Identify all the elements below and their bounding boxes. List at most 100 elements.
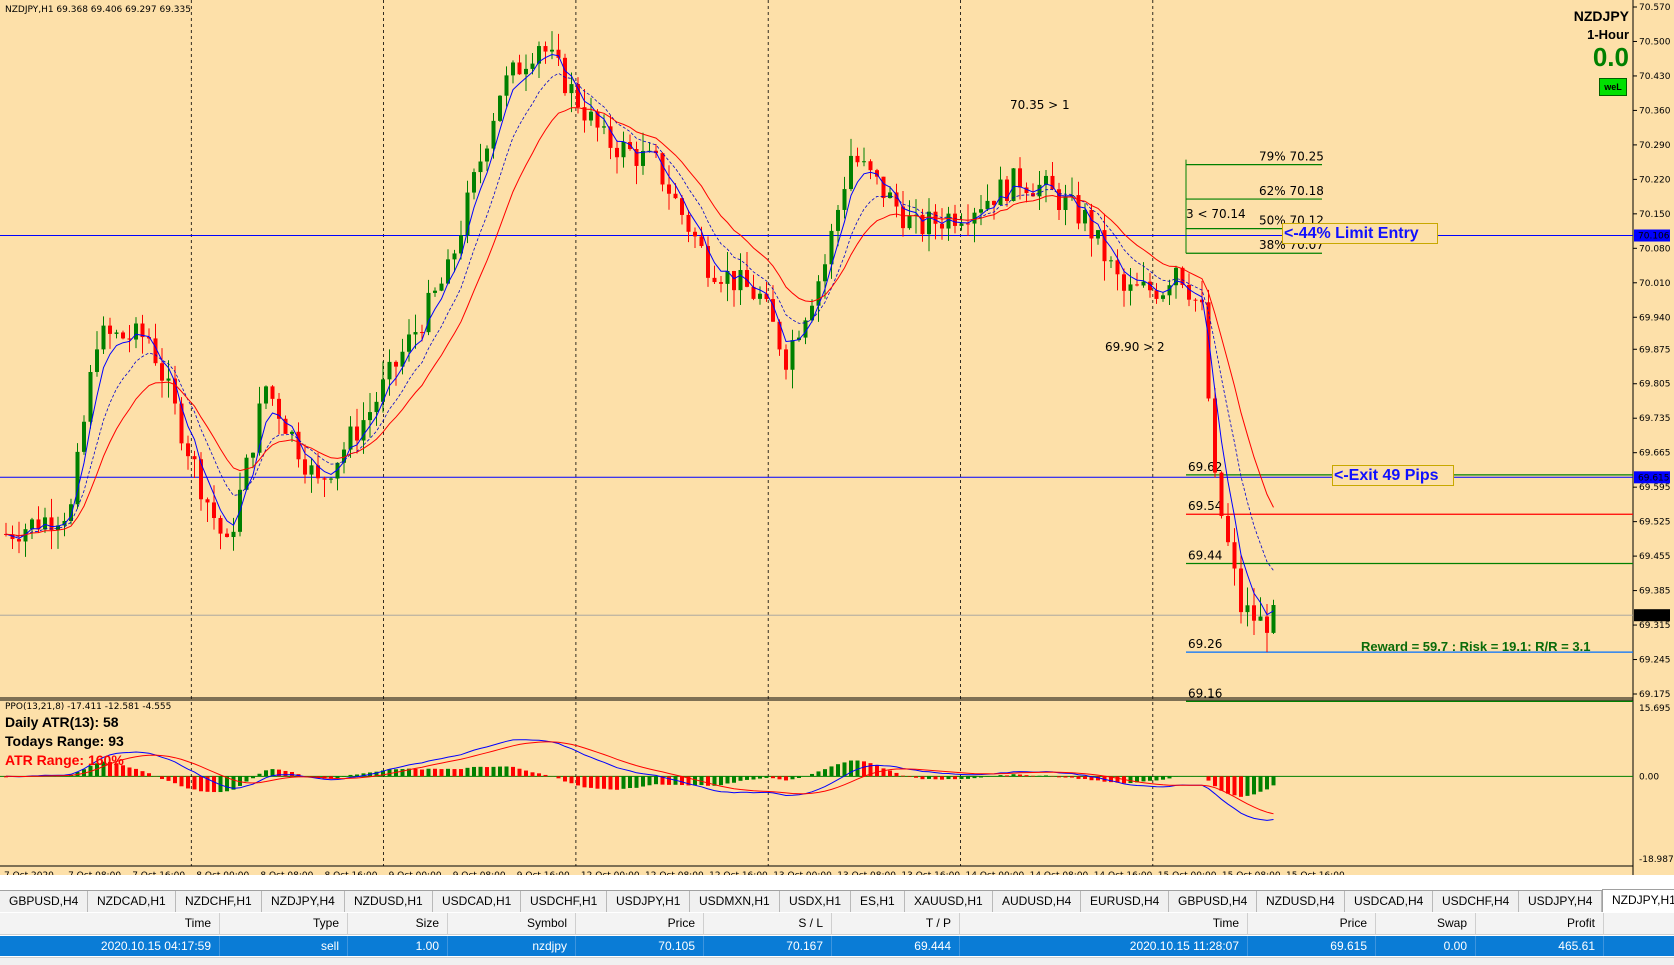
price-axis-label: 70.570 <box>1639 3 1671 13</box>
candle-body <box>1109 260 1113 262</box>
ppo-bar <box>855 760 860 777</box>
candle-body <box>472 172 476 193</box>
tab-nzdjpy-h1[interactable]: NZDJPY,H1 <box>1602 889 1674 912</box>
table-cell: 465.61 <box>1476 936 1604 956</box>
tab-usdjpy-h4[interactable]: USDJPY,H4 <box>1519 891 1603 912</box>
ppo-bar <box>979 776 983 778</box>
candle-body <box>751 286 756 299</box>
column-header-time[interactable]: Time <box>960 913 1248 934</box>
candle-body <box>108 325 112 334</box>
table-row[interactable]: 2020.10.15 04:17:59 sell 1.00 nzdjpy 70.105 7… <box>0 936 1674 956</box>
tab-nzdjpy-h4[interactable]: NZDJPY,H4 <box>262 891 345 912</box>
ppo-bar <box>355 774 359 777</box>
column-header-s-l[interactable]: S / L <box>704 913 832 934</box>
ppo-bar <box>4 776 8 778</box>
tab-nzdcad-h1[interactable]: NZDCAD,H1 <box>88 891 176 912</box>
candle-body <box>979 209 983 213</box>
candle-body <box>114 332 119 334</box>
candle-body <box>1057 189 1061 210</box>
tab-usdchf-h1[interactable]: USDCHF,H1 <box>521 891 608 912</box>
ppo-bar <box>511 766 515 777</box>
ppo-bar <box>173 776 177 784</box>
ppo-bar <box>524 770 528 777</box>
ppo-bar <box>875 765 879 777</box>
column-header-symbol[interactable]: Symbol <box>448 913 576 934</box>
tab-usdx-h1[interactable]: USDX,H1 <box>780 891 852 912</box>
ppo-bar <box>725 776 730 784</box>
candle-body <box>543 46 548 52</box>
column-header-profit[interactable]: Profit <box>1476 913 1604 934</box>
ppo-bar <box>1265 776 1269 790</box>
tab-es-h1[interactable]: ES,H1 <box>851 891 905 912</box>
terminal-tabs <box>0 957 1674 965</box>
column-header-time[interactable]: Time <box>0 913 220 934</box>
candle-body <box>231 531 236 538</box>
candle-body <box>1011 168 1016 201</box>
candle-body <box>342 449 346 463</box>
tab-usdjpy-h1[interactable]: USDJPY,H1 <box>607 891 691 912</box>
candle-body <box>1187 284 1191 300</box>
ppo-bar <box>621 776 626 789</box>
ppo-bar <box>1070 776 1074 778</box>
price-chart[interactable]: 70.570 70.500 70.430 70.360 70.290 70.220 70.1… <box>0 0 1674 875</box>
ppo-bar <box>452 769 457 777</box>
ppo-bar <box>498 766 502 777</box>
price-axis-label: 70.430 <box>1639 72 1671 82</box>
time-axis-label: 14 Oct 00:00 <box>966 871 1025 875</box>
candle-body <box>667 184 671 194</box>
column-header-price[interactable]: Price <box>1248 913 1376 934</box>
tab-nzdusd-h4[interactable]: NZDUSD,H4 <box>1257 891 1345 912</box>
ppo-bar <box>160 776 164 780</box>
ppo-bar <box>784 776 788 781</box>
candle-body <box>569 84 574 94</box>
candle-body <box>433 290 437 293</box>
ppo-bar <box>238 776 242 786</box>
tab-usdcad-h1[interactable]: USDCAD,H1 <box>433 891 522 912</box>
column-header-t-p[interactable]: T / P <box>832 913 960 934</box>
mid-ma-line <box>5 72 1274 571</box>
ppo-bar <box>407 768 411 777</box>
chart-canvas[interactable]: 70.570 70.500 70.430 70.360 70.290 70.220 70.1… <box>0 0 1674 875</box>
candle-body <box>1213 398 1217 473</box>
tab-usdcad-h4[interactable]: USDCAD,H4 <box>1345 891 1434 912</box>
candle-body <box>524 68 528 75</box>
column-header-type[interactable]: Type <box>220 913 348 934</box>
candle-body <box>173 378 177 404</box>
tab-usdchf-h4[interactable]: USDCHF,H4 <box>1433 891 1520 912</box>
tab-gbpusd-h4[interactable]: GBPUSD,H4 <box>0 891 89 912</box>
candle-body <box>348 426 353 450</box>
tab-audusd-h4[interactable]: AUDUSD,H4 <box>993 891 1082 912</box>
level-label: 69.62 <box>1188 460 1222 474</box>
ppo-bar <box>218 776 223 793</box>
tab-nzdusd-h1[interactable]: NZDUSD,H1 <box>345 891 433 912</box>
column-header-swap[interactable]: Swap <box>1376 913 1476 934</box>
candle-body <box>998 179 1003 205</box>
ppo-bar <box>166 776 171 781</box>
ppo-bar <box>205 776 210 792</box>
tab-eurusd-h4[interactable]: EURUSD,H4 <box>1081 891 1170 912</box>
ppo-bar <box>1083 776 1087 779</box>
tab-xauusd-h1[interactable]: XAUUSD,H1 <box>905 891 993 912</box>
candle-body <box>322 478 327 480</box>
ppo-bar <box>641 776 645 787</box>
candle-body <box>1154 290 1159 299</box>
ppo-bar <box>270 769 275 777</box>
tab-nzdchf-h1[interactable]: NZDCHF,H1 <box>176 891 262 912</box>
entry-label: <-44% Limit Entry <box>1282 223 1438 244</box>
ppo-bar <box>1141 776 1146 782</box>
time-axis-label: 15 Oct 08:00 <box>1222 871 1281 875</box>
column-header-price[interactable]: Price <box>576 913 704 934</box>
ppo-bar <box>491 766 496 777</box>
candle-body <box>985 200 990 210</box>
ppo-bar <box>1219 776 1224 791</box>
column-header-size[interactable]: Size <box>348 913 448 934</box>
ppo-bar <box>1037 775 1042 777</box>
candle-body <box>966 223 970 225</box>
candle-body <box>1180 267 1185 285</box>
fib-note: 3 < 70.14 <box>1186 207 1246 221</box>
ppo-bar <box>953 776 957 780</box>
candle-body <box>959 223 964 226</box>
tab-gbpusd-h4[interactable]: GBPUSD,H4 <box>1169 891 1258 912</box>
candle-body <box>1141 281 1146 286</box>
tab-usdmxn-h1[interactable]: USDMXN,H1 <box>690 891 780 912</box>
